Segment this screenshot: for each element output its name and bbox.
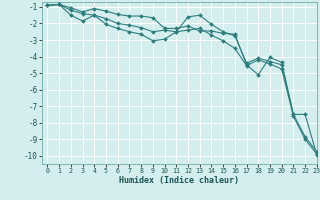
X-axis label: Humidex (Indice chaleur): Humidex (Indice chaleur): [119, 176, 239, 185]
